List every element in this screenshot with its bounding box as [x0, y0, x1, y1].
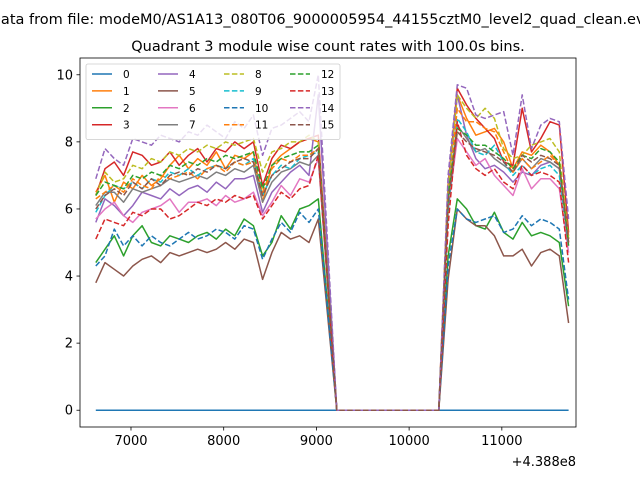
series-line-12: [95, 127, 570, 411]
chart-title-line2: Quadrant 3 module wise count rates with …: [131, 39, 525, 55]
series-line-10: [95, 208, 570, 411]
legend-label-2: 2: [123, 103, 130, 115]
x-tick-label-7000: 7000: [114, 434, 147, 449]
legend-label-12: 12: [321, 69, 334, 81]
x-tick-label-10000: 10000: [388, 434, 429, 449]
legend-label-11: 11: [255, 120, 268, 132]
legend-label-1: 1: [123, 86, 130, 98]
y-tick-label-10: 10: [56, 68, 73, 83]
series-line-2: [95, 198, 570, 411]
series-line-15: [95, 131, 570, 411]
legend-label-13: 13: [321, 86, 334, 98]
legend-label-9: 9: [255, 86, 262, 98]
x-tick-label-8000: 8000: [207, 434, 240, 449]
y-tick-label-8: 8: [65, 135, 73, 150]
axes-frame: [79, 57, 577, 428]
legend-box: [85, 63, 341, 140]
legend-label-15: 15: [321, 120, 334, 132]
x-tick-label-9000: 9000: [300, 434, 333, 449]
series-line-7: [95, 124, 570, 411]
legend-label-14: 14: [321, 103, 335, 115]
legend-label-7: 7: [189, 120, 196, 132]
legend-label-0: 0: [123, 69, 130, 81]
legend-label-6: 6: [189, 103, 196, 115]
series-line-4: [95, 94, 570, 411]
legend-label-5: 5: [189, 86, 196, 98]
legend-label-4: 4: [189, 69, 196, 81]
series-line-5: [95, 208, 570, 411]
y-tick-label-0: 0: [65, 404, 73, 419]
legend-label-3: 3: [123, 120, 130, 132]
legend-label-10: 10: [255, 103, 268, 115]
series-line-13: [95, 120, 570, 411]
x-axis-offset-label: +4.388e8: [512, 455, 576, 470]
y-tick-label-6: 6: [65, 202, 73, 217]
x-tick-label-11000: 11000: [481, 434, 522, 449]
legend-label-8: 8: [255, 69, 262, 81]
series-line-11: [95, 107, 570, 411]
series-line-6: [95, 137, 570, 411]
series-line-8: [95, 94, 570, 411]
y-tick-label-2: 2: [65, 337, 73, 352]
chart-title-line1: Data from file: modeM0/AS1A13_080T06_900…: [0, 12, 640, 28]
series-line-9: [95, 117, 570, 411]
y-tick-label-4: 4: [65, 270, 73, 285]
